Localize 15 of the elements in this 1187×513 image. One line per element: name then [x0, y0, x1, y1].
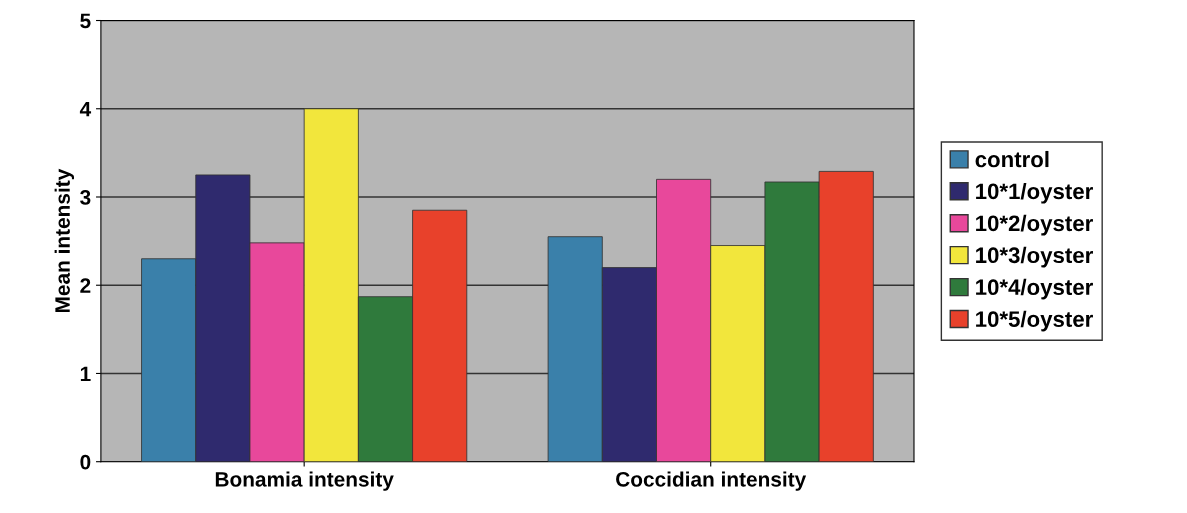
legend-label: 10*4/oyster	[976, 278, 1093, 300]
y-tick-label: 3	[80, 189, 91, 205]
x-tick-label: Coccidian intensity	[616, 471, 807, 491]
legend-label: 10*3/oyster	[976, 246, 1093, 268]
y-tick-label: 1	[80, 366, 91, 382]
y-tick-label: 4	[79, 101, 92, 117]
legend-label: 10*1/oyster	[976, 182, 1093, 204]
y-tick-label: 0	[80, 454, 91, 470]
y-tick-label: 5	[80, 13, 91, 29]
y-tick-label: 2	[80, 278, 91, 293]
y-axis-title: Mean intensity	[54, 168, 75, 313]
legend-label: 10*5/oyster	[976, 310, 1093, 332]
x-tick-label: Bonamia intensity	[215, 471, 394, 491]
legend-label: control	[975, 150, 1049, 168]
legend-label: 10*2/oyster	[976, 214, 1093, 236]
